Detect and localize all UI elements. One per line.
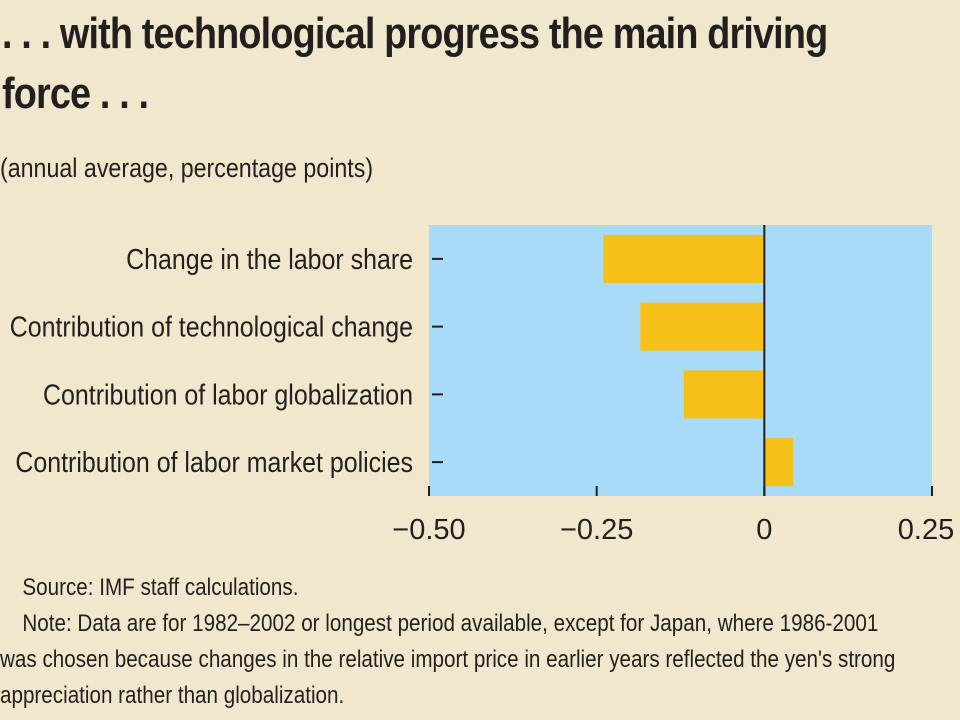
bar-chart: Change in the labor share Contribution of…	[10, 225, 954, 546]
note-line-3: appreciation rather than globalization.	[0, 682, 345, 709]
chart-subtitle: (annual average, percentage points)	[0, 153, 374, 183]
bar	[764, 438, 794, 487]
source-note: Source: IMF staff calculations.	[22, 574, 299, 601]
bar	[640, 302, 765, 351]
category-label: Contribution of labor globalization	[43, 379, 413, 411]
bar	[603, 234, 765, 283]
note-line-1: Note: Data are for 1982–2002 or longest …	[22, 610, 879, 637]
category-label: Contribution of labor market policies	[15, 446, 413, 478]
x-tick-label: 0	[756, 514, 772, 546]
x-tick-label: −0.25	[560, 514, 633, 546]
title-line-2: force . . .	[2, 69, 149, 118]
title-line-1: . . . with technological progress the ma…	[2, 9, 828, 58]
chart-title: . . . with technological progress the ma…	[2, 4, 948, 124]
note-line-2: was chosen because changes in the relati…	[0, 646, 896, 673]
x-tick-label: 0.25	[898, 514, 954, 546]
bar	[683, 370, 765, 419]
category-label: Change in the labor share	[126, 243, 413, 275]
x-tick-label: −0.50	[392, 514, 465, 546]
notes-block: Source: IMF staff calculations. Note: Da…	[0, 570, 960, 714]
category-label: Contribution of technological change	[10, 311, 413, 343]
